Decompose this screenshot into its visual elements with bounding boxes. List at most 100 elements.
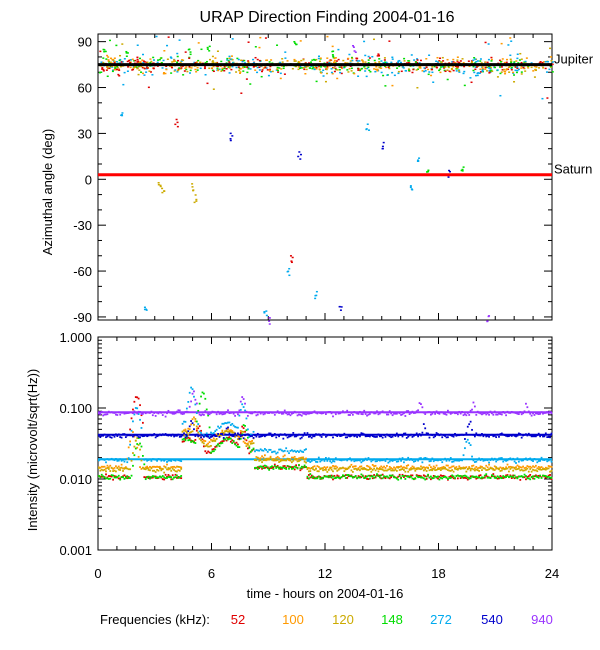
intensity-point bbox=[398, 473, 401, 476]
intensity-point bbox=[332, 436, 334, 439]
azimuth-point bbox=[384, 61, 387, 63]
azimuth-point bbox=[538, 67, 541, 69]
intensity-point bbox=[485, 435, 488, 438]
intensity-point bbox=[323, 433, 326, 436]
intensity-point bbox=[478, 434, 481, 437]
azimuth-point bbox=[302, 58, 305, 61]
azimuth-point bbox=[551, 71, 554, 73]
intensity-point bbox=[479, 477, 482, 480]
intensity-point bbox=[312, 468, 315, 471]
intensity-point bbox=[537, 432, 540, 435]
intensity-point bbox=[397, 466, 400, 469]
intensity-point bbox=[495, 467, 498, 470]
azimuth-point bbox=[192, 189, 195, 192]
intensity-point bbox=[451, 460, 454, 463]
intensity-point bbox=[228, 437, 231, 440]
intensity-point bbox=[133, 435, 136, 438]
intensity-point bbox=[161, 433, 164, 436]
intensity-point bbox=[144, 412, 147, 415]
azimuth-point bbox=[315, 58, 318, 61]
azimuth-point bbox=[347, 71, 350, 73]
intensity-point bbox=[305, 433, 307, 436]
intensity-point bbox=[208, 437, 211, 439]
azimuth-point bbox=[541, 61, 544, 64]
intensity-point bbox=[241, 396, 244, 398]
azimuth-point bbox=[126, 52, 129, 54]
intensity-point bbox=[229, 440, 232, 443]
intensity-point bbox=[266, 450, 269, 453]
intensity-point bbox=[272, 468, 275, 470]
intensity-point bbox=[506, 467, 509, 470]
intensity-point bbox=[312, 458, 315, 461]
intensity-point bbox=[212, 411, 215, 413]
azimuth-point bbox=[151, 74, 154, 76]
azimuth-point bbox=[219, 65, 222, 67]
azimuth-point bbox=[141, 59, 144, 61]
azimuth-point bbox=[194, 68, 197, 71]
intensity-point bbox=[188, 391, 191, 394]
azimuth-point bbox=[325, 72, 328, 75]
intensity-point bbox=[410, 411, 412, 414]
intensity-point bbox=[117, 459, 120, 462]
intensity-point bbox=[329, 411, 332, 413]
intensity-point bbox=[205, 452, 208, 454]
intensity-point bbox=[112, 474, 114, 477]
intensity-point bbox=[266, 458, 269, 461]
intensity-point bbox=[258, 459, 261, 462]
azimuth-point bbox=[428, 71, 431, 73]
intensity-point bbox=[153, 465, 156, 468]
intensity-point bbox=[398, 466, 401, 468]
intensity-point bbox=[307, 435, 310, 438]
intensity-point bbox=[124, 458, 127, 461]
azimuth-point bbox=[214, 57, 217, 59]
azimuth-point bbox=[396, 67, 399, 69]
intensity-point bbox=[316, 476, 319, 478]
intensity-point bbox=[113, 467, 116, 469]
intensity-point bbox=[302, 466, 305, 469]
intensity-point bbox=[204, 410, 207, 413]
azimuth-point bbox=[170, 57, 173, 59]
azimuth-point bbox=[516, 67, 519, 69]
azimuth-point bbox=[186, 70, 189, 73]
azimuth-point bbox=[351, 57, 354, 60]
intensity-point bbox=[170, 469, 173, 472]
azimuth-point bbox=[409, 186, 412, 189]
intensity-point bbox=[293, 455, 296, 458]
intensity-point bbox=[476, 476, 479, 479]
intensity-point bbox=[516, 477, 519, 480]
intensity-point bbox=[515, 466, 517, 469]
intensity-point bbox=[228, 436, 231, 439]
azimuth-point bbox=[340, 306, 343, 308]
intensity-point bbox=[265, 465, 268, 468]
intensity-point bbox=[357, 468, 360, 471]
intensity-point bbox=[499, 413, 502, 415]
intensity-point bbox=[168, 411, 171, 414]
azimuth-point bbox=[254, 46, 257, 48]
intensity-point bbox=[380, 459, 383, 462]
intensity-point bbox=[347, 475, 350, 478]
intensity-point bbox=[412, 466, 415, 469]
intensity-point bbox=[160, 459, 163, 462]
intensity-point bbox=[476, 458, 479, 461]
azimuth-point bbox=[349, 60, 352, 62]
intensity-point bbox=[534, 464, 537, 467]
intensity-point bbox=[502, 433, 505, 436]
intensity-point bbox=[505, 434, 507, 437]
intensity-point bbox=[149, 465, 151, 468]
intensity-point bbox=[391, 474, 394, 477]
intensity-point bbox=[476, 434, 479, 437]
x-tick-label: 0 bbox=[94, 566, 101, 581]
azimuth-point bbox=[263, 311, 266, 313]
intensity-point bbox=[466, 476, 469, 479]
intensity-point bbox=[224, 422, 227, 424]
azimuth-point bbox=[415, 69, 418, 71]
intensity-point bbox=[449, 466, 452, 469]
intensity-point bbox=[197, 409, 200, 412]
intensity-point bbox=[479, 465, 482, 468]
azimuth-point bbox=[159, 185, 162, 188]
intensity-point bbox=[534, 458, 537, 461]
intensity-point bbox=[319, 412, 322, 414]
intensity-point bbox=[221, 432, 224, 435]
intensity-point bbox=[431, 469, 434, 472]
intensity-point bbox=[533, 469, 536, 472]
